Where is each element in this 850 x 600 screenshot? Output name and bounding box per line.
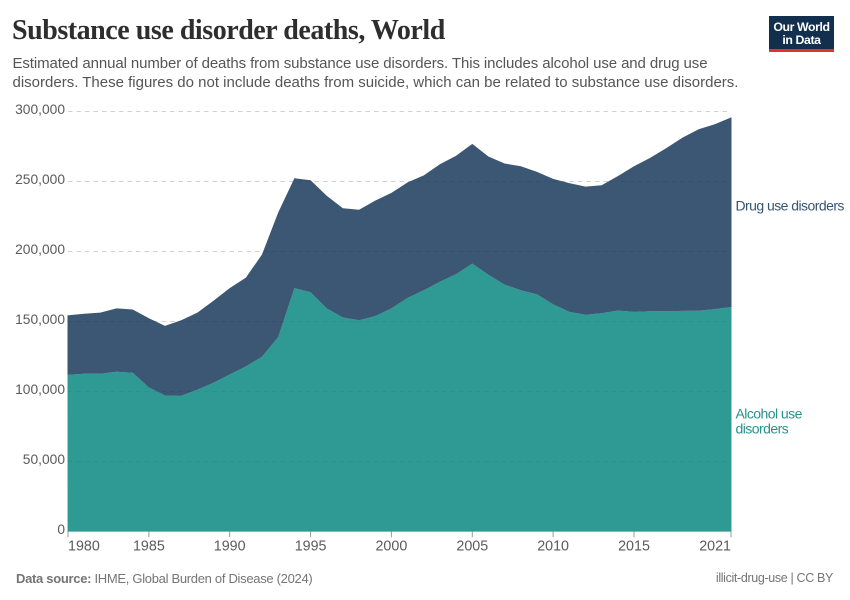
svg-text:2000: 2000 [375, 539, 407, 555]
svg-text:disorders: disorders [736, 421, 789, 437]
svg-text:2021: 2021 [699, 539, 731, 555]
svg-text:1985: 1985 [133, 539, 165, 555]
svg-text:1990: 1990 [214, 539, 246, 555]
svg-text:2015: 2015 [618, 539, 650, 555]
svg-text:2010: 2010 [537, 539, 569, 555]
svg-text:150,000: 150,000 [15, 312, 65, 327]
svg-text:200,000: 200,000 [15, 242, 65, 257]
svg-text:Alcohol use: Alcohol use [736, 406, 803, 422]
svg-text:0: 0 [57, 522, 65, 537]
svg-text:250,000: 250,000 [15, 172, 65, 187]
svg-text:100,000: 100,000 [15, 382, 65, 397]
svg-text:300,000: 300,000 [15, 102, 65, 117]
svg-text:1980: 1980 [68, 539, 100, 555]
svg-text:1995: 1995 [295, 539, 327, 555]
svg-text:50,000: 50,000 [23, 452, 66, 467]
svg-text:2005: 2005 [456, 539, 488, 555]
svg-text:Drug use disorders: Drug use disorders [736, 198, 845, 214]
